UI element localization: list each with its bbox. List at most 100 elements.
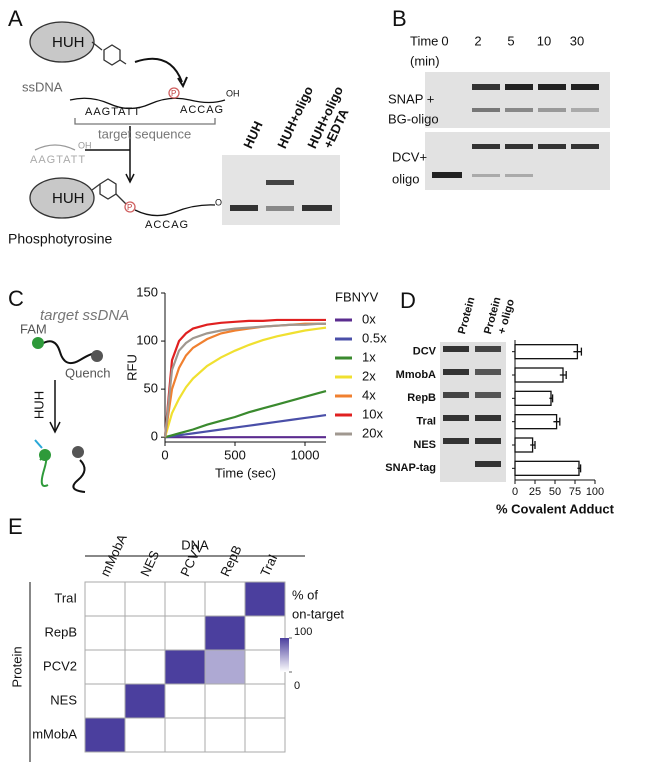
y-title: Protein [9, 646, 24, 687]
category-label: NES [413, 439, 436, 451]
oh: OH [78, 140, 92, 150]
heat-cell [84, 717, 126, 753]
x-title: DNA [181, 537, 209, 552]
gel-image [222, 155, 340, 225]
bar [514, 414, 558, 430]
line-series [163, 318, 326, 438]
sequence: ACCAG [145, 219, 189, 231]
x-axis-label: % Covalent Adduct [496, 501, 615, 516]
heat-cell [124, 683, 166, 719]
error-bar [530, 441, 536, 449]
y-category: PCV2 [43, 658, 77, 673]
row-label: oligo [392, 171, 419, 186]
gel-image [440, 342, 506, 482]
probe-diagram [32, 337, 103, 493]
x-tick-label: 0 [161, 447, 168, 462]
heat-cell [204, 683, 246, 719]
error-bar [559, 371, 567, 379]
y-tick-label: 50 [144, 381, 158, 396]
legend-label: 0.5x [362, 330, 387, 345]
time-label: 5 [507, 33, 514, 48]
heat-cell [244, 683, 286, 719]
heat-cell [164, 683, 206, 719]
heat-cell [84, 649, 126, 685]
panel-label: B [392, 6, 407, 31]
sequence: AAGTATT [85, 106, 141, 118]
bar [514, 437, 534, 453]
time-label: 2 [474, 33, 481, 48]
line-series [164, 389, 327, 439]
row-label: BG-oligo [388, 111, 439, 126]
heat-cell [244, 615, 286, 651]
panel-label: A [8, 6, 23, 31]
panel-label: C [8, 286, 24, 311]
product-label: Phosphotyrosine [8, 231, 113, 247]
x-tick-label: 1000 [291, 447, 320, 462]
colorbar-label: on-target [292, 606, 344, 621]
oh: OH [215, 197, 229, 207]
phospho: P [127, 203, 132, 212]
time-label: 30 [570, 33, 584, 48]
heat-cell [124, 615, 166, 651]
heat-cell [124, 581, 166, 617]
enzyme-label: HUH [52, 190, 85, 207]
legend-label: 1x [362, 349, 376, 364]
category-label: RepB [407, 392, 436, 404]
bar [514, 460, 580, 476]
legend-title: FBNYV [335, 289, 379, 304]
panel-label: D [400, 288, 416, 313]
legend-label: 0x [362, 311, 376, 326]
line-series [163, 326, 327, 438]
probe-label: target ssDNA [40, 307, 129, 324]
y-category: NES [50, 692, 77, 707]
time-label: 10 [537, 33, 551, 48]
x-axis-label: Time (sec) [215, 465, 276, 480]
colorbar-tick-label: 100 [294, 626, 312, 638]
legend-label: 10x [362, 406, 383, 421]
x-tick-label: 100 [586, 486, 604, 498]
heat-cell [204, 717, 246, 753]
y-tick-label: 150 [136, 284, 158, 299]
category-label: SNAP-tag [385, 462, 436, 474]
error-bar [549, 394, 554, 403]
heat-cell [244, 581, 286, 617]
time-label: 0 [441, 33, 448, 48]
heat-cell [164, 717, 206, 753]
error-bar [573, 347, 583, 356]
panel-label: E [8, 514, 23, 539]
heat-cell [124, 649, 166, 685]
y-category: TraI [54, 590, 77, 605]
error-bar [577, 464, 582, 473]
heat-cell [164, 581, 206, 617]
legend-label: 4x [362, 387, 376, 402]
reaction-diagram [29, 21, 226, 219]
x-category: RepB [217, 543, 244, 579]
sequence: ACCAG [180, 104, 224, 116]
x-tick-label: 500 [224, 447, 246, 462]
y-category: mMobA [32, 726, 77, 741]
heat-cell [124, 717, 166, 753]
heat-cell [244, 649, 286, 685]
enzyme-label: HUH [52, 34, 85, 51]
cleaved-sequence: AAGTATT [30, 154, 86, 166]
line-series [163, 322, 326, 438]
bar [514, 390, 552, 406]
x-tick-label: 75 [569, 486, 581, 498]
heat-cell [164, 649, 206, 685]
legend-label: 20x [362, 425, 383, 440]
time-label: (min) [410, 53, 440, 68]
y-tick-label: 100 [136, 333, 158, 348]
heat-cell [204, 649, 246, 685]
category-label: TraI [416, 416, 436, 428]
ssdna-label: ssDNA [22, 79, 63, 94]
y-axis-label: RFU [124, 354, 139, 381]
x-category: mMobA [97, 531, 130, 578]
time-label: Time [410, 33, 438, 48]
enzyme-label: HUH [31, 391, 46, 419]
x-tick-label: 50 [549, 486, 561, 498]
error-bar [553, 417, 561, 426]
x-tick-label: 25 [529, 486, 541, 498]
category-label: DCV [413, 346, 437, 358]
y-tick-label: 0 [151, 429, 158, 444]
